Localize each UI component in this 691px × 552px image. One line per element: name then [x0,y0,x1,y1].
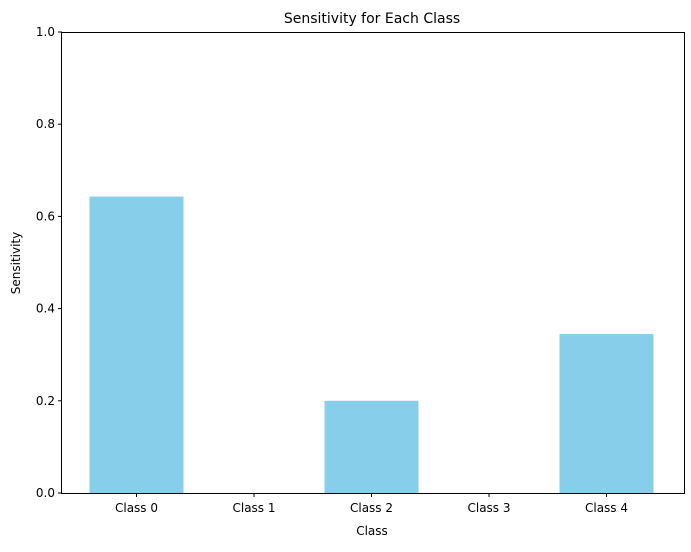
bars-group [89,196,654,493]
plot-frame [61,32,685,494]
bar-class-0 [89,196,184,493]
y-tick-label: 0.8 [36,117,55,131]
x-axis: Class 0 Class 1 Class 2 Class 3 Class 4 [115,493,628,515]
y-tick-label: 0.6 [36,209,55,223]
y-tick-label: 0.2 [36,394,55,408]
x-tick-label: Class 0 [115,501,158,515]
x-tick-label: Class 4 [585,501,628,515]
y-axis: 0.0 0.2 0.4 0.6 0.8 1.0 [36,25,62,500]
x-axis-label: Class [356,524,388,538]
y-tick-label: 1.0 [36,25,55,39]
y-tick-label: 0.0 [36,486,55,500]
bar-class-4 [559,333,654,493]
chart-title: Sensitivity for Each Class [284,11,460,27]
x-tick-label: Class 3 [467,501,510,515]
y-tick-label: 0.4 [36,302,55,316]
y-axis-label: Sensitivity [9,232,23,294]
bar-class-2 [324,400,419,493]
x-tick-label: Class 1 [232,501,275,515]
x-tick-label: Class 2 [350,501,393,515]
